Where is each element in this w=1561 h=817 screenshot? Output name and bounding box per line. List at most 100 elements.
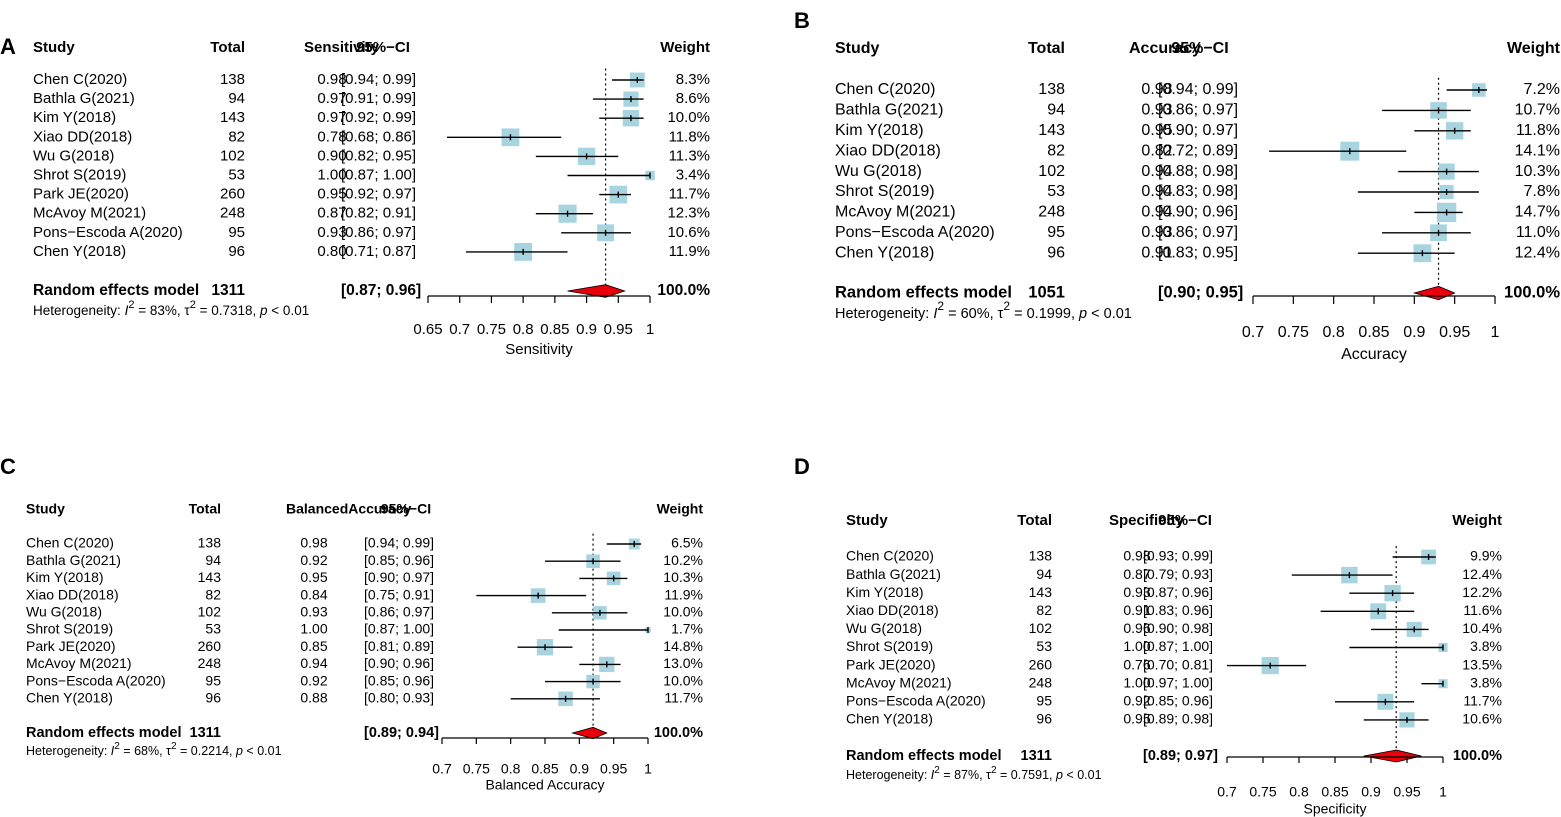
study-ci: [0.94; 0.99] xyxy=(341,71,416,88)
study-ci: [0.86; 0.97] xyxy=(1158,102,1238,119)
study-name: Bathla G(2021) xyxy=(33,90,135,107)
pooled-weight: 100.0% xyxy=(654,725,703,741)
heterogeneity-p: p xyxy=(1078,306,1087,322)
study-weight: 11.9% xyxy=(669,243,710,260)
heterogeneity-i2-sup: 2 xyxy=(114,741,120,752)
pooled-total: 1311 xyxy=(211,282,245,299)
study-estimate: 0.90 xyxy=(317,147,346,164)
study-total: 102 xyxy=(198,604,222,620)
pooled-diamond xyxy=(1363,749,1422,763)
study-total: 94 xyxy=(205,552,221,568)
study-estimate: 0.93 xyxy=(300,604,327,620)
study-total: 96 xyxy=(1036,711,1052,727)
study-weight: 9.9% xyxy=(1470,548,1502,564)
study-estimate: 0.97 xyxy=(317,109,346,126)
study-ci: [0.92; 0.99] xyxy=(341,109,416,126)
heterogeneity-p: p xyxy=(1055,768,1063,782)
study-total: 260 xyxy=(220,186,245,203)
study-estimate: 0.94 xyxy=(300,655,327,671)
study-estimate: 0.92 xyxy=(1123,693,1150,709)
x-tick-label: 0.85 xyxy=(540,321,569,338)
study-name: McAvoy M(2021) xyxy=(33,205,146,222)
study-estimate: 0.88 xyxy=(300,690,327,706)
x-tick-label: 1 xyxy=(644,761,652,777)
study-ci: [0.87; 1.00] xyxy=(1143,638,1213,654)
study-weight: 3.8% xyxy=(1470,638,1502,654)
x-axis-title: Balanced Accuracy xyxy=(485,777,604,793)
study-ci: [0.70; 0.81] xyxy=(1143,656,1213,672)
study-estimate: 0.82 xyxy=(1141,142,1172,159)
header-study: Study xyxy=(835,40,880,57)
x-axis-title: Sensitivity xyxy=(505,341,573,358)
study-weight: 10.0% xyxy=(663,604,703,620)
header-total: Total xyxy=(1017,512,1052,529)
study-ci: [0.68; 0.86] xyxy=(341,128,416,145)
study-weight: 10.4% xyxy=(1462,620,1502,636)
header-weight: Weight xyxy=(660,39,710,56)
study-weight: 3.8% xyxy=(1470,674,1502,690)
heterogeneity-prefix: Heterogeneity: xyxy=(26,744,111,758)
study-name: Shrot S(2019) xyxy=(835,183,935,200)
heterogeneity-i2-val: = 60%, xyxy=(944,306,998,322)
study-estimate: 0.85 xyxy=(300,638,327,654)
pooled-ci: [0.90; 0.95] xyxy=(1158,283,1243,301)
study-total: 53 xyxy=(205,621,221,637)
study-estimate: 0.93 xyxy=(317,224,346,241)
heterogeneity-prefix: Heterogeneity: xyxy=(835,306,933,322)
study-total: 260 xyxy=(198,638,222,654)
x-tick-label: 1 xyxy=(1439,784,1447,800)
header-total: Total xyxy=(189,501,221,517)
heterogeneity-tau: τ xyxy=(986,768,991,782)
study-estimate: 1.00 xyxy=(1123,638,1150,654)
header-weight: Weight xyxy=(1507,40,1561,57)
study-ci: [0.82; 0.91] xyxy=(341,205,416,222)
pooled-ci: [0.89; 0.97] xyxy=(1143,748,1218,764)
panel-letter: C xyxy=(0,454,16,479)
study-estimate: 0.91 xyxy=(1141,244,1172,261)
x-tick-label: 0.9 xyxy=(1403,324,1425,341)
study-total: 82 xyxy=(1047,142,1065,159)
study-estimate: 0.97 xyxy=(317,90,346,107)
study-weight: 10.2% xyxy=(663,552,703,568)
heterogeneity-tau-val: = 0.7591, xyxy=(997,768,1056,782)
study-name: Chen Y(2018) xyxy=(33,243,126,260)
study-name: Chen Y(2018) xyxy=(835,244,934,261)
x-tick-label: 0.75 xyxy=(477,321,506,338)
study-weight: 11.8% xyxy=(1516,122,1560,139)
study-weight: 6.5% xyxy=(671,535,703,551)
header-metric: Sensitivity xyxy=(304,39,380,56)
x-tick-label: 0.95 xyxy=(600,761,627,777)
study-name: Xiao DD(2018) xyxy=(835,142,941,159)
heterogeneity-i2: I xyxy=(933,306,937,322)
x-tick-label: 0.75 xyxy=(463,761,490,777)
study-total: 95 xyxy=(1036,693,1052,709)
study-estimate: 0.93 xyxy=(1141,102,1172,119)
study-name: Shrot S(2019) xyxy=(846,638,933,654)
study-total: 53 xyxy=(1036,638,1052,654)
heterogeneity-p: p xyxy=(259,303,268,318)
study-name: McAvoy M(2021) xyxy=(835,204,956,221)
study-estimate: 0.78 xyxy=(317,128,346,145)
x-tick-label: 0.9 xyxy=(1361,784,1381,800)
study-estimate: 0.87 xyxy=(317,205,346,222)
study-estimate: 0.98 xyxy=(1141,81,1172,98)
heterogeneity-p-val: < 0.01 xyxy=(1063,768,1102,782)
study-name: Bathla G(2021) xyxy=(846,566,941,582)
heterogeneity-tau-val: = 0.7318, xyxy=(196,303,260,318)
heterogeneity-tau: τ xyxy=(166,744,171,758)
study-total: 138 xyxy=(1029,548,1053,564)
study-name: Wu G(2018) xyxy=(846,620,922,636)
study-name: Shrot S(2019) xyxy=(33,166,126,183)
study-estimate: 0.94 xyxy=(1141,204,1172,221)
heterogeneity-i2-val: = 68%, xyxy=(120,744,166,758)
study-ci: [0.90; 0.98] xyxy=(1143,620,1213,636)
study-estimate: 0.95 xyxy=(1123,711,1150,727)
study-ci: [0.90; 0.96] xyxy=(1158,204,1238,221)
study-weight: 10.3% xyxy=(1515,163,1560,180)
x-tick-label: 0.7 xyxy=(432,761,452,777)
x-tick-label: 0.75 xyxy=(1249,784,1276,800)
study-total: 94 xyxy=(1047,102,1065,119)
heterogeneity-i2-sup: 2 xyxy=(937,299,944,313)
